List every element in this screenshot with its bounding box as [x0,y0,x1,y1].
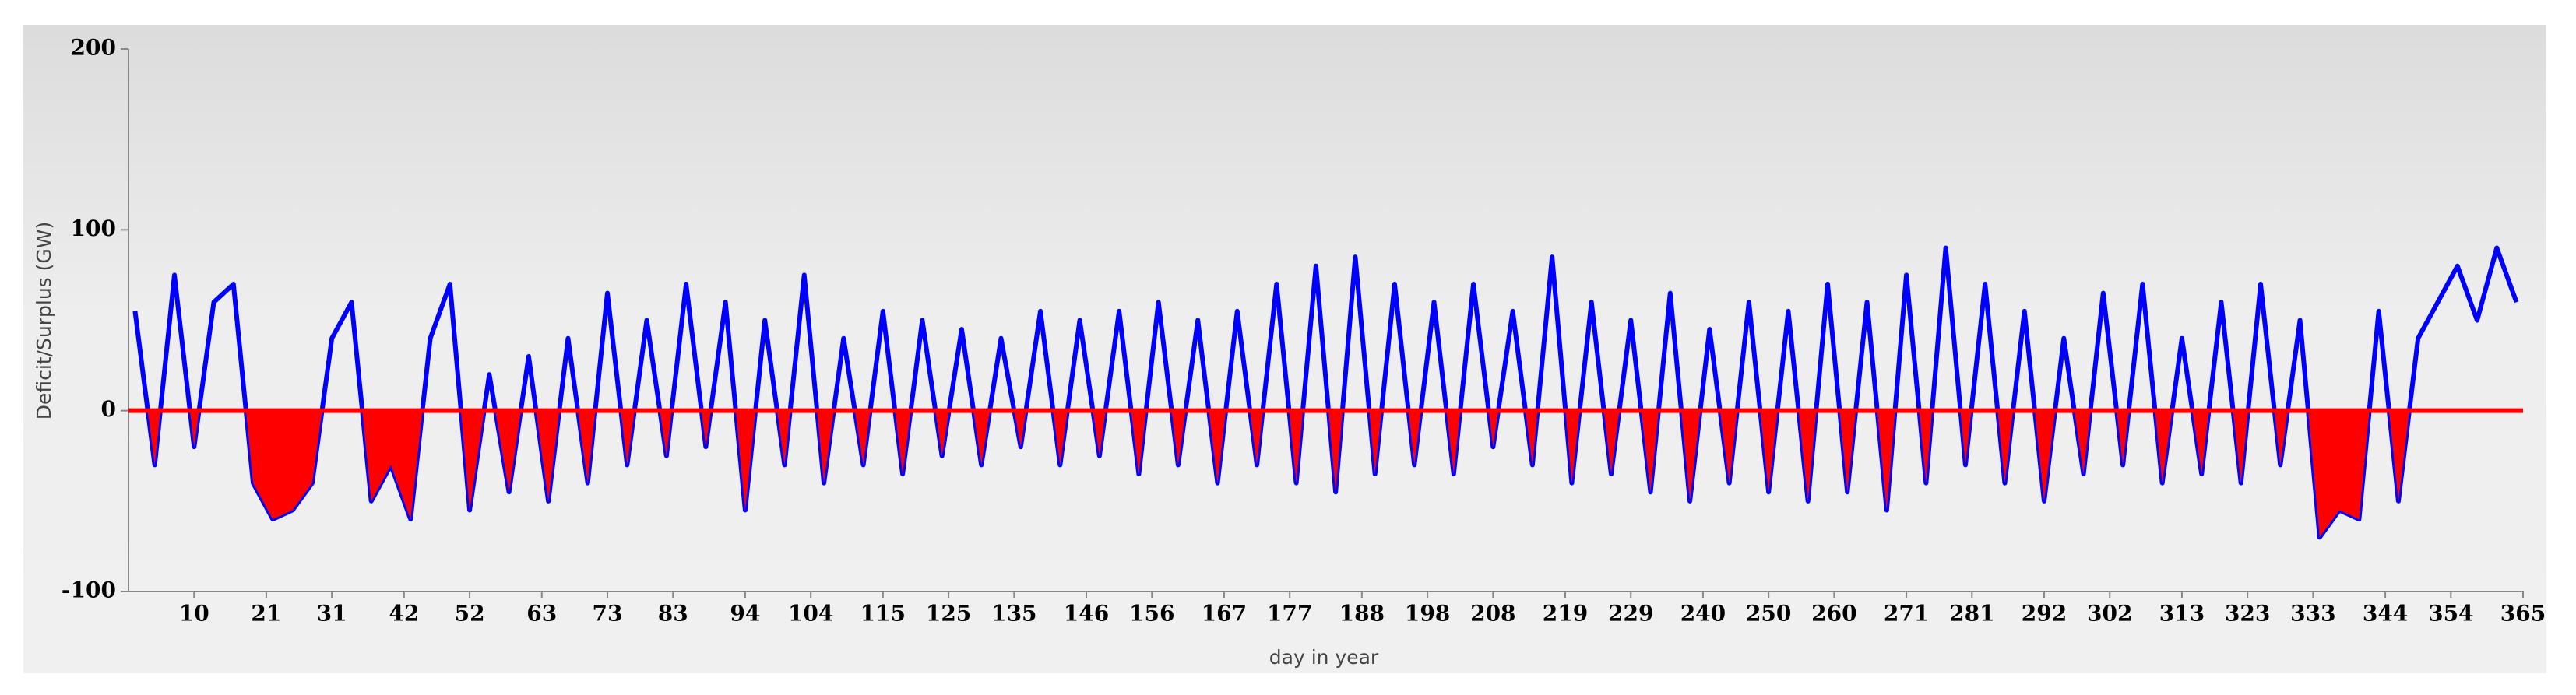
x-tick-label: 10 [179,601,209,627]
x-tick-label: 250 [1746,601,1791,627]
x-tick-label: 73 [593,601,623,627]
x-tick-label: 94 [730,601,760,627]
x-tick-label: 156 [1129,601,1174,627]
x-tick-label: 135 [991,601,1036,627]
x-tick-label: 63 [526,601,557,627]
x-tick-label: 302 [2087,601,2132,627]
x-tick-label: 21 [251,601,281,627]
deficit-area [135,410,2517,538]
x-axis-title: day in year [1269,646,1379,669]
x-tick-label: 146 [1064,601,1109,627]
x-tick-label: 177 [1267,601,1312,627]
x-tick-label: 313 [2159,601,2205,627]
x-tick-label: 208 [1470,601,1515,627]
x-tick-label: 219 [1543,601,1588,627]
x-tick-label: 271 [1884,601,1929,627]
x-tick-label: 198 [1405,601,1450,627]
x-tick-label: 115 [860,601,906,627]
x-tick-label: 344 [2363,601,2408,627]
y-axis-title: Deficit/Surplus (GW) [33,222,55,420]
x-tick-label: 333 [2290,601,2335,627]
x-tick-label: 240 [1680,601,1726,627]
x-tick-label: 83 [658,601,688,627]
x-tick-label: 104 [788,601,833,627]
x-tick-label: 188 [1339,601,1385,627]
x-tick-label: 365 [2500,601,2546,627]
x-tick-label: 354 [2428,601,2473,627]
x-tick-label: 42 [389,601,419,627]
x-tick-label: 167 [1202,601,1247,627]
y-tick-label: 100 [71,216,116,241]
y-tick-label: 0 [101,396,116,422]
x-tick-label: 260 [1811,601,1856,627]
x-tick-label: 125 [926,601,971,627]
x-tick-label: 229 [1608,601,1653,627]
x-tick-label: 292 [2022,601,2067,627]
y-tick-label: -100 [62,577,116,603]
x-tick-label: 52 [455,601,485,627]
x-tick-label: 323 [2225,601,2270,627]
x-tick-label: 281 [1949,601,1994,627]
x-tick-label: 31 [317,601,347,627]
y-tick-label: 200 [71,35,116,61]
